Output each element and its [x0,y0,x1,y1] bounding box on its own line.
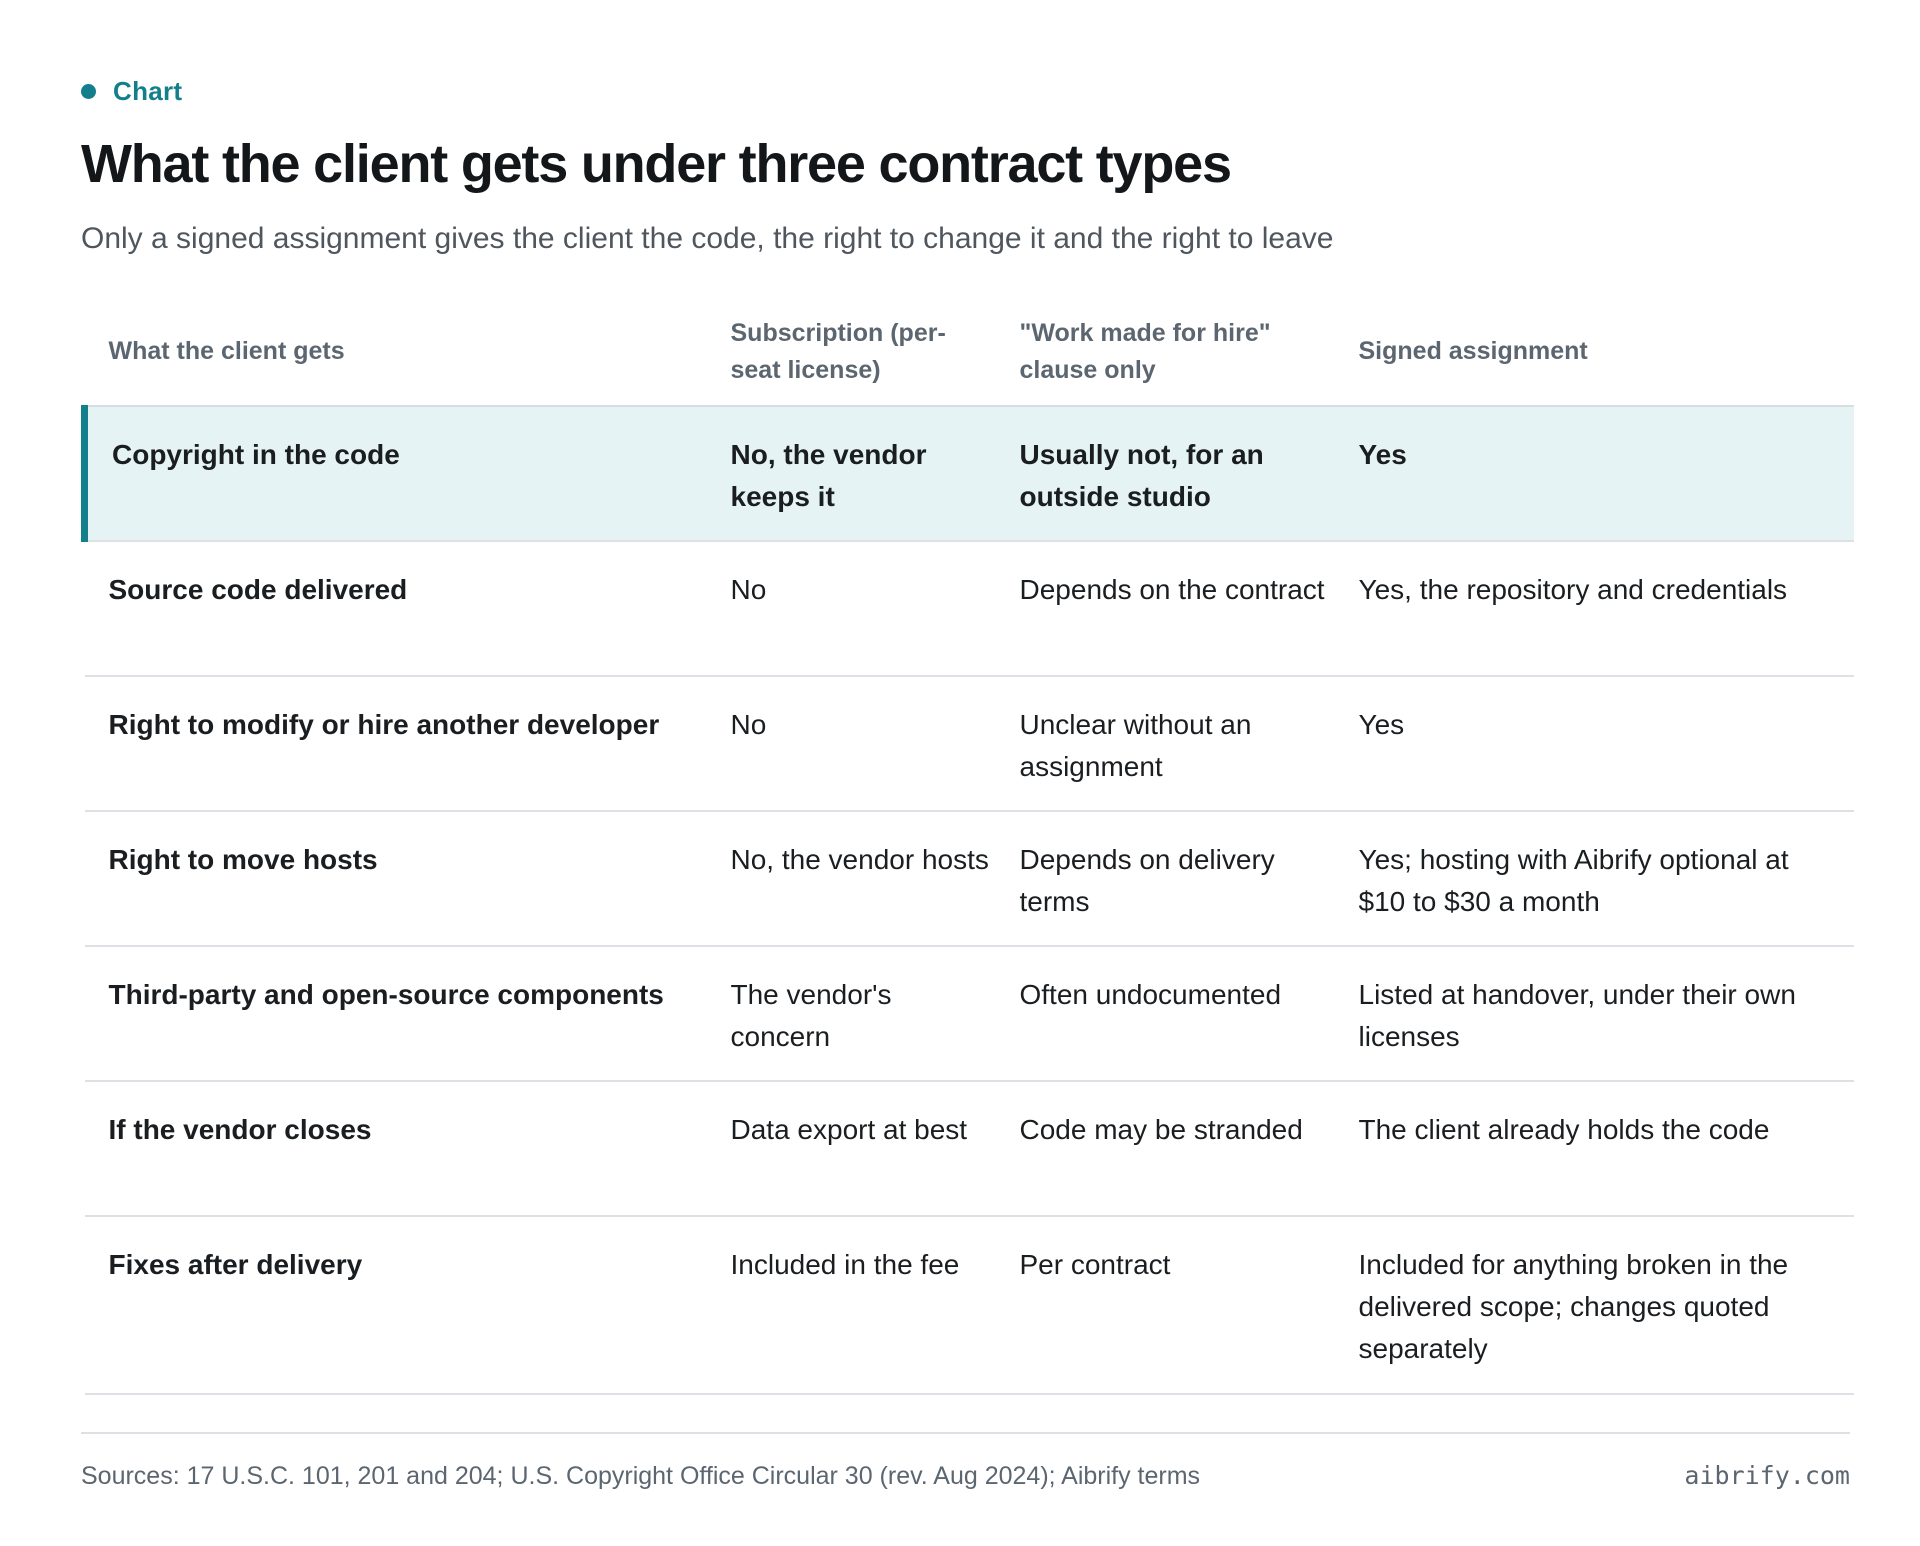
table-body: Copyright in the code No, the vendor kee… [81,406,1854,1395]
table-cell: Yes [1358,406,1854,542]
table-cell: Per contract [1019,1216,1359,1395]
table-row-highlighted: Copyright in the code No, the vendor kee… [81,406,1854,542]
table-row: Source code delivered No Depends on the … [84,541,1854,677]
brand-link[interactable]: aibrify.com [1684,1461,1850,1490]
table-cell: Often undocumented [1019,946,1359,1082]
table-row: If the vendor closes Data export at best… [84,1081,1854,1217]
comparison-table-wrap: What the client gets Subscription (per-s… [81,298,1854,1395]
table-cell: Yes, the repository and credentials [1358,541,1854,677]
table-cell: Listed at handover, under their own lice… [1358,946,1854,1082]
chart-subtitle: Only a signed assignment gives the clien… [81,222,1334,255]
dot-icon [81,84,96,99]
footer-divider [81,1432,1850,1434]
column-header-signed-assignment: Signed assignment [1358,298,1854,407]
table-cell: Third-party and open-source components [84,946,731,1082]
column-header-feature: What the client gets [84,298,731,407]
table-header: What the client gets Subscription (per-s… [84,298,1854,407]
table-cell: Source code delivered [84,541,731,677]
comparison-table: What the client gets Subscription (per-s… [81,298,1854,1395]
table-cell: No [730,541,1020,677]
table-row: Right to move hosts No, the vendor hosts… [84,811,1854,947]
table-cell: Data export at best [730,1081,1020,1217]
table-cell: Yes [1358,676,1854,812]
column-header-subscription: Subscription (per-seat license) [730,298,1020,407]
eyebrow-label: Chart [113,76,183,106]
table-row: Third-party and open-source components T… [84,946,1854,1082]
table-cell: No, the vendor keeps it [730,406,1020,542]
table-cell: Fixes after delivery [84,1216,731,1395]
sources-note: Sources: 17 U.S.C. 101, 201 and 204; U.S… [81,1462,1201,1490]
table-cell: Copyright in the code [81,406,731,542]
eyebrow: Chart [81,76,182,107]
table-row: Fixes after delivery Included in the fee… [84,1216,1854,1395]
table-cell: Right to move hosts [84,811,731,947]
table-cell: Usually not, for an outside studio [1019,406,1359,542]
table-row: Right to modify or hire another develope… [84,676,1854,812]
table-cell: No [730,676,1020,812]
table-cell: The vendor's concern [730,946,1020,1082]
table-cell: Depends on the contract [1019,541,1359,677]
table-cell: Code may be stranded [1019,1081,1359,1217]
table-cell: Right to modify or hire another develope… [84,676,731,812]
column-header-work-for-hire: "Work made for hire" clause only [1019,298,1359,407]
table-cell: Yes; hosting with Aibrify optional at $1… [1358,811,1854,947]
table-cell: Unclear without an assignment [1019,676,1359,812]
table-cell: Included in the fee [730,1216,1020,1395]
table-cell: Depends on delivery terms [1019,811,1359,947]
header-row: What the client gets Subscription (per-s… [84,298,1854,407]
chart-title: What the client gets under three contrac… [81,134,1232,194]
table-cell: Included for anything broken in the deli… [1358,1216,1854,1395]
table-cell: No, the vendor hosts [730,811,1020,947]
table-cell: The client already holds the code [1358,1081,1854,1217]
table-cell: If the vendor closes [84,1081,731,1217]
